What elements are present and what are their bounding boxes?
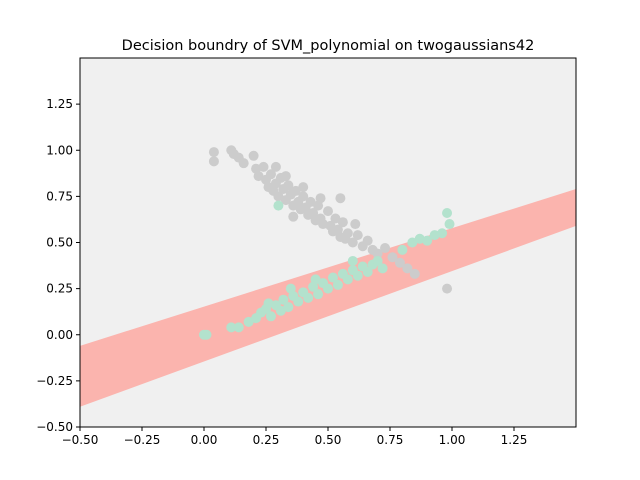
scatter-point: [258, 161, 269, 172]
scatter-point: [323, 206, 333, 217]
points-layer: [199, 145, 455, 340]
chart-title: Decision boundry of SVM_polynomial on tw…: [122, 38, 535, 54]
scatter-point: [288, 211, 299, 222]
scatter-point: [347, 237, 358, 248]
scatter-point: [422, 235, 433, 246]
y-tick-label: −0.25: [36, 374, 73, 388]
scatter-point: [323, 283, 333, 294]
x-tick-label: −0.25: [124, 433, 161, 447]
scatter-point: [352, 230, 363, 241]
x-tick-label: 1.25: [501, 433, 528, 447]
scatter-point: [280, 171, 291, 182]
scatter-point: [397, 244, 408, 255]
scatter-point: [233, 322, 244, 333]
scatter-point: [342, 228, 353, 239]
scatter-point: [273, 200, 284, 211]
scatter-point: [337, 217, 348, 228]
y-tick-label: −0.50: [36, 420, 73, 434]
x-tick-label: 0.25: [253, 433, 280, 447]
scatter-point: [332, 279, 343, 290]
scatter-point: [327, 272, 338, 283]
scatter-point: [362, 267, 373, 278]
scatter-point: [298, 191, 309, 202]
scatter-point: [372, 255, 383, 266]
scatter-point: [437, 228, 448, 239]
scatter-point: [362, 235, 373, 246]
scatter-point: [407, 237, 418, 248]
y-tick-label: 0.25: [46, 282, 73, 296]
scatter-point: [313, 289, 324, 300]
scatter-point: [283, 302, 294, 313]
scatter-point: [278, 294, 289, 305]
y-tick-label: 0.50: [46, 236, 73, 250]
x-tick-label: 0.50: [315, 433, 342, 447]
y-tick-label: 0.75: [46, 189, 73, 203]
plot-area: [80, 58, 576, 427]
scatter-point: [248, 150, 259, 161]
scatter-point: [208, 156, 219, 167]
scatter-point: [380, 243, 391, 254]
scatter-point: [298, 182, 309, 193]
x-tick-label: −0.50: [62, 433, 99, 447]
scatter-point: [273, 191, 284, 202]
scatter-point: [372, 248, 383, 259]
x-axis: −0.50 −0.25 0.00 0.25 0.50 0.75 1.00 1.25: [62, 427, 528, 447]
scatter-point: [352, 270, 363, 281]
y-tick-label: 1.00: [46, 143, 73, 157]
scatter-point: [377, 263, 388, 274]
scatter-point: [347, 255, 358, 266]
x-tick-label: 0.00: [191, 433, 218, 447]
scatter-point: [303, 292, 314, 303]
scatter-point: [444, 219, 455, 230]
scatter-point: [263, 298, 274, 309]
scatter-point: [265, 169, 276, 180]
scatter-point: [402, 263, 413, 274]
scatter-point: [265, 311, 276, 322]
x-tick-label: 0.75: [377, 433, 404, 447]
scatter-point: [285, 283, 296, 294]
scatter-point: [442, 207, 453, 218]
y-axis: −0.50 −0.25 0.00 0.25 0.50 0.75 1.00 1.25: [36, 97, 80, 434]
scatter-point: [442, 283, 453, 294]
scatter-point: [208, 147, 219, 158]
scatter-point: [270, 161, 281, 172]
y-tick-label: 0.00: [46, 328, 73, 342]
scatter-point: [238, 158, 249, 169]
scatter-point: [305, 196, 316, 207]
decision-band: [80, 188, 576, 407]
y-tick-label: 1.25: [46, 97, 73, 111]
scatter-point: [283, 180, 294, 191]
scatter-point: [394, 257, 405, 268]
scatter-point: [275, 305, 286, 316]
scatter-point: [293, 296, 304, 307]
scatter-point: [350, 219, 361, 230]
scatter-point: [290, 185, 301, 196]
scatter-point: [226, 322, 237, 333]
scatter-point: [330, 213, 341, 224]
scatter-point: [387, 252, 398, 263]
scatter-point: [243, 316, 254, 327]
scatter-point: [409, 268, 420, 279]
scatter-point: [201, 329, 212, 340]
scatter-point: [342, 274, 353, 285]
scatter-point: [315, 193, 326, 204]
scatter-point: [253, 171, 264, 182]
scatter-point: [310, 274, 321, 285]
x-tick-label: 1.00: [439, 433, 466, 447]
scatter-point: [335, 193, 346, 204]
